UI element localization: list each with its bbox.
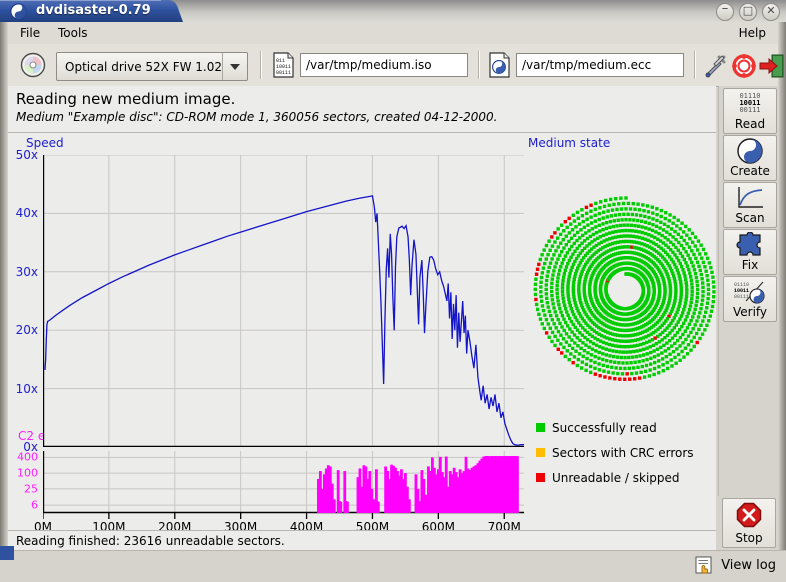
close-button[interactable]: ✕ [762, 3, 780, 21]
log-hand-icon [695, 556, 715, 574]
c2-ytick-400: 400 [17, 451, 38, 464]
create-button-label: Create [730, 165, 770, 178]
help-ring-icon[interactable] [730, 52, 758, 80]
status-bar: Reading finished: 23616 unreadable secto… [8, 530, 716, 551]
speed-plot-svg [43, 155, 524, 447]
stop-button-label: Stop [735, 531, 762, 545]
tools-icon[interactable] [702, 52, 730, 80]
puzzle-piece-icon [736, 232, 764, 258]
application-window: dvdisaster-0.79 – □ ✕ File Tools Help Op… [0, 0, 786, 581]
legend-swatch-crc [536, 448, 545, 457]
svg-text:00111: 00111 [276, 70, 291, 76]
verify-button-label: Verify [733, 306, 767, 319]
c2-ytick-6: 6 [31, 499, 38, 512]
menu-bar: File Tools Help [8, 22, 778, 45]
legend-item-good: Successfully read [536, 415, 694, 440]
cd-drive-icon [20, 52, 46, 78]
title-bar: dvdisaster-0.79 – □ ✕ [0, 0, 786, 22]
header-line-2: Medium "Example disc": CD-ROM mode 1, 36… [16, 110, 497, 124]
legend-item-crc: Sectors with CRC errors [536, 440, 694, 465]
close-icon: ✕ [763, 3, 779, 19]
svg-text:00111: 00111 [734, 294, 749, 300]
binary-file-icon: 011 10011 00111 [272, 52, 296, 78]
fix-button[interactable]: Fix [723, 229, 777, 275]
view-log-button[interactable]: View log [695, 556, 776, 574]
iso-path-field[interactable]: /var/tmp/medium.iso [300, 53, 468, 77]
verify-button[interactable]: 01110 10011 00111 Verify [723, 276, 777, 322]
toolbar-separator-1 [260, 51, 262, 79]
drive-selector[interactable]: Optical drive 52X FW 1.02 [56, 52, 248, 81]
stop-octagon-icon [736, 502, 762, 528]
maximize-icon: □ [740, 3, 756, 19]
resize-grip[interactable] [0, 546, 14, 560]
legend-item-bad: Unreadable / skipped [536, 465, 694, 490]
verify-icon: 01110 10011 00111 [733, 279, 767, 305]
window-frame-left [0, 22, 8, 550]
view-log-label: View log [721, 558, 776, 573]
header-line-1: Reading new medium image. [16, 90, 235, 108]
fix-button-label: Fix [742, 259, 758, 272]
c2-plot: 6 25 100 400 0M 100M 200M 300M 400M 500M 600M 700M [43, 451, 524, 513]
speed-ytick-30x: 30x [16, 265, 38, 279]
legend-label-crc: Sectors with CRC errors [552, 446, 694, 460]
iso-path-value: /var/tmp/medium.iso [306, 58, 432, 72]
toolbar-separator-3 [694, 51, 696, 79]
speed-ytick-10x: 10x [16, 382, 38, 396]
status-text: Reading finished: 23616 unreadable secto… [16, 534, 285, 548]
yin-yang-icon [737, 138, 763, 164]
window-title: dvdisaster-0.79 [36, 3, 151, 18]
speed-ytick-40x: 40x [16, 206, 38, 220]
header-info: Reading new medium image. Medium "Exampl… [8, 86, 716, 132]
menu-help[interactable]: Help [733, 25, 772, 41]
toolbar: Optical drive 52X FW 1.02 011 10011 0011… [8, 44, 778, 87]
speed-ytick-50x: 50x [16, 148, 38, 162]
window-controls: – □ ✕ [716, 3, 780, 21]
read-button[interactable]: 01110 10011 00111 Read [723, 88, 777, 134]
ecc-file-icon [488, 52, 512, 78]
bottom-bar: View log [0, 550, 786, 582]
action-sidebar: 01110 10011 00111 Read Create [718, 86, 779, 496]
legend-label-good: Successfully read [552, 421, 657, 435]
read-bits-2: 00111 [739, 107, 760, 114]
binary-read-icon: 01110 10011 00111 [724, 89, 776, 118]
legend-swatch-bad [536, 473, 545, 482]
legend-swatch-good [536, 423, 545, 432]
chevron-down-icon[interactable] [222, 53, 247, 80]
menu-tools[interactable]: Tools [52, 25, 94, 41]
curve-scan-icon [735, 185, 765, 211]
medium-state-map [528, 185, 728, 395]
speed-plot: 0x 10x 20x 30x 40x 50x [43, 155, 524, 447]
create-button[interactable]: Create [723, 135, 777, 181]
main-canvas: Speed C2 errors Medium state 0x10x20x30x… [8, 132, 716, 531]
stop-button[interactable]: Stop [722, 498, 776, 548]
minimize-button[interactable]: – [716, 3, 734, 21]
window-frame-right [778, 22, 786, 550]
yin-yang-icon [10, 3, 27, 20]
drive-selector-value: Optical drive 52X FW 1.02 [57, 60, 222, 74]
read-button-label: Read [735, 118, 765, 131]
scan-button-label: Scan [735, 212, 764, 225]
exit-icon[interactable] [758, 52, 786, 80]
c2-ytick-25: 25 [24, 482, 38, 495]
menu-file[interactable]: File [14, 25, 46, 41]
ecc-path-value: /var/tmp/medium.ecc [522, 58, 651, 72]
legend-label-bad: Unreadable / skipped [552, 471, 680, 485]
legend: Successfully read Sectors with CRC error… [536, 415, 694, 490]
scan-button[interactable]: Scan [723, 182, 777, 228]
speed-ytick-20x: 20x [16, 323, 38, 337]
c2-plot-svg [43, 451, 524, 523]
maximize-button[interactable]: □ [739, 3, 757, 21]
medium-state-title: Medium state [528, 136, 610, 150]
c2-ytick-100: 100 [17, 467, 38, 480]
toolbar-separator-2 [478, 51, 480, 79]
stop-area: Stop [718, 496, 778, 552]
minimize-icon: – [717, 3, 733, 14]
ecc-path-field[interactable]: /var/tmp/medium.ecc [516, 53, 684, 77]
